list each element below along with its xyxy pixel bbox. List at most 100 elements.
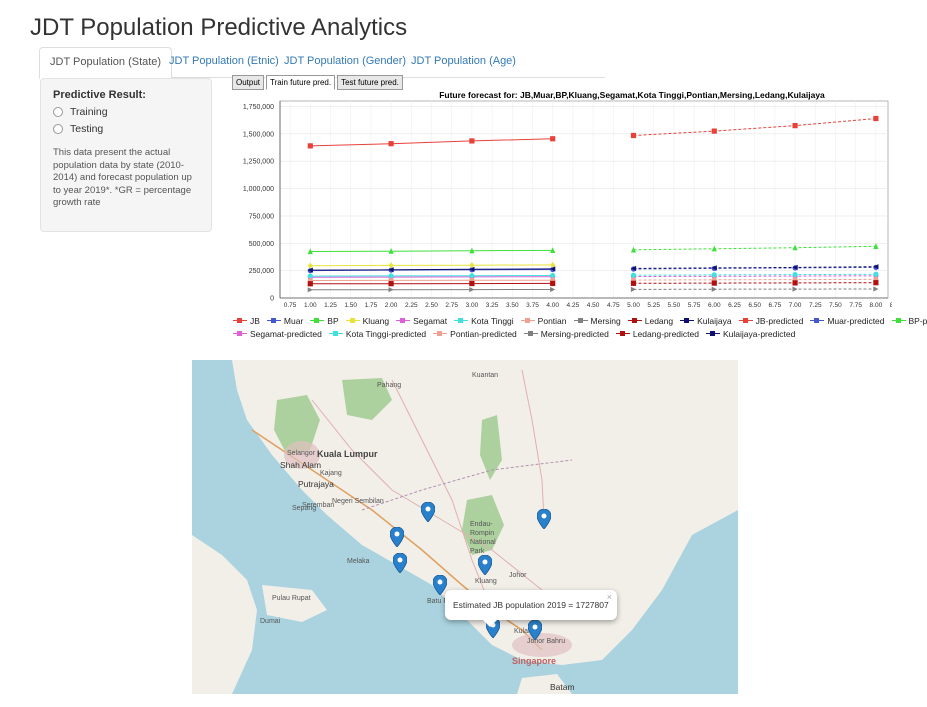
y-tick-label: 750,000: [249, 213, 274, 220]
legend-item: Kluang: [345, 316, 389, 326]
label-batam: Batam: [550, 682, 575, 692]
label-pulau-rupat: Pulau Rupat: [272, 595, 311, 602]
label-johor: Johor: [509, 572, 527, 579]
data-point: [550, 266, 556, 272]
legend-marker-icon: [523, 329, 538, 339]
y-tick-label: 1,250,000: [243, 159, 274, 166]
x-tick-label: 1.00: [304, 302, 317, 309]
label-negeri-sembilan: Negeri Sembilan: [332, 498, 384, 505]
data-point: [550, 286, 556, 293]
road-route-1: [311, 399, 543, 591]
legend-marker-icon: [627, 316, 642, 326]
label-sepang: Sepang: [292, 505, 317, 512]
map-marker-icon[interactable]: [390, 527, 404, 547]
series-line-12: [633, 245, 876, 251]
radio-training[interactable]: Training: [53, 106, 199, 118]
pahang-forest: [342, 378, 392, 420]
legend-label: Segamat-predicted: [250, 328, 322, 339]
legend-marker-icon: [706, 329, 720, 339]
x-tick-label: 3.00: [466, 302, 479, 309]
x-tick-label: 2.50: [425, 302, 438, 309]
radio-training-circle[interactable]: [53, 107, 63, 117]
output-tabs: Output Train future pred. Test future pr…: [232, 75, 405, 90]
label-kulai: Kulai: [514, 628, 530, 635]
series-line-9: [310, 268, 553, 271]
x-tick-label: 3.50: [506, 302, 519, 309]
legend-label: Kota Tinggi: [471, 315, 514, 326]
johor-map[interactable]: Pahang Kuantan Selangor Kuala Lumpur Sha…: [192, 360, 738, 694]
tioman-island: [575, 476, 593, 504]
legend-marker-icon: [396, 316, 411, 326]
data-point: [307, 143, 313, 149]
legend-row: Segamat-predicted Kota Tinggi-predicted Po…: [233, 327, 893, 340]
radio-testing-label: Testing: [70, 123, 104, 135]
data-point: [711, 286, 717, 292]
radio-testing[interactable]: Testing: [53, 123, 199, 135]
legend-label: JB: [250, 315, 260, 326]
y-tick-label: 500,000: [249, 241, 274, 248]
legend-item: Pontian: [520, 316, 567, 326]
tab-population-gender[interactable]: JDT Population (Gender): [284, 55, 407, 67]
label-selangor: Selangor: [287, 450, 316, 457]
x-tick-label: 8.25: [890, 302, 892, 309]
label-seremban: Seremban: [302, 502, 335, 509]
x-tick-label: 2.00: [385, 302, 398, 309]
pulau-rupat-island: [262, 585, 327, 622]
legend-item: Pontian-predicted: [433, 329, 517, 339]
data-point: [792, 280, 798, 286]
legend-marker-icon: [520, 316, 535, 326]
y-tick-label: 1,000,000: [243, 186, 274, 193]
series-line-3: [310, 264, 553, 267]
data-point: [550, 247, 556, 253]
y-tick-label: 0: [270, 296, 274, 303]
label-kuala-lumpur: Kuala Lumpur: [317, 449, 378, 459]
label-johor-bahru: Johor Bahru: [527, 638, 566, 645]
y-tick-label: 1,750,000: [243, 104, 274, 111]
data-point: [630, 280, 637, 286]
map-marker-icon[interactable]: [537, 509, 551, 529]
close-icon[interactable]: ×: [606, 592, 612, 602]
data-point: [630, 265, 637, 272]
map-popup: Estimated JB population 2019 = 1727807 ×: [445, 590, 617, 627]
data-point: [873, 264, 879, 270]
legend-marker-icon: [810, 316, 825, 326]
series-line-2: [310, 249, 553, 252]
legend-marker-icon: [891, 316, 906, 326]
legend-marker-icon: [328, 329, 343, 339]
legend-marker-icon: [266, 316, 281, 326]
map-marker-icon[interactable]: [433, 575, 447, 595]
data-point: [388, 281, 394, 287]
label-kuantan: Kuantan: [472, 372, 499, 379]
legend-item: Ledang: [627, 316, 673, 326]
state-border: [361, 459, 573, 511]
data-point: [711, 280, 717, 286]
east-forest: [480, 415, 502, 480]
data-point: [388, 267, 394, 273]
tab-test-future-pred[interactable]: Test future pred.: [337, 75, 403, 90]
series-line-4: [310, 276, 553, 278]
label-shah-alam: Shah Alam: [280, 460, 322, 470]
legend-marker-icon: [573, 316, 588, 326]
tab-population-age[interactable]: JDT Population (Age): [411, 55, 516, 67]
y-tick-label: 250,000: [249, 268, 274, 275]
tab-population-etnic[interactable]: JDT Population (Etnic): [169, 55, 279, 67]
tab-train-future-pred[interactable]: Train future pred.: [266, 75, 336, 90]
legend-item: BP-predicted: [891, 316, 927, 326]
x-tick-label: 1.25: [324, 302, 337, 309]
map-marker-icon[interactable]: [528, 620, 542, 640]
map-marker-icon[interactable]: [478, 555, 492, 575]
tab-output[interactable]: Output: [232, 75, 265, 90]
map-marker-icon[interactable]: [393, 553, 407, 573]
label-kluang: Kluang: [475, 578, 497, 585]
radio-training-label: Training: [70, 106, 108, 118]
map-marker-icon[interactable]: [421, 502, 435, 522]
series-line-14: [633, 273, 876, 276]
data-point: [873, 280, 879, 286]
data-point: [873, 271, 879, 277]
predictive-result-label: Predictive Result:: [53, 89, 146, 101]
tab-population-state[interactable]: JDT Population (State): [39, 47, 173, 79]
x-tick-label: 3.75: [526, 302, 539, 309]
legend-marker-icon: [738, 316, 753, 326]
radio-testing-circle[interactable]: [53, 124, 63, 134]
legend-marker-icon: [454, 316, 469, 326]
